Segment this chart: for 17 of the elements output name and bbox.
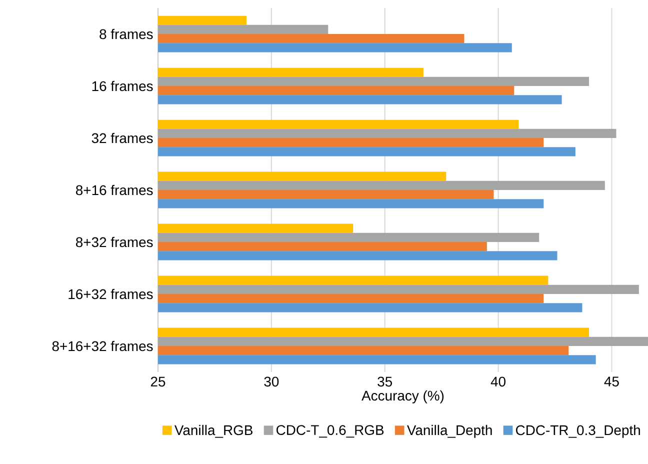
legend-label: Vanilla_RGB (174, 424, 252, 438)
y-tick-label: 16 frames (92, 80, 153, 92)
x-tick-label: 40 (490, 376, 506, 387)
x-tick-label: 25 (150, 376, 166, 387)
y-tick-label: 8 frames (100, 28, 153, 40)
y-tick-label: 8+16 frames (76, 184, 153, 196)
y-tick-label: 8+32 frames (76, 236, 153, 248)
legend-label: CDC-TR_0.3_Depth (516, 424, 640, 438)
x-tick-label: 45 (604, 376, 619, 386)
legend-label: Vanilla_Depth (406, 424, 492, 438)
x-tick-label: 35 (378, 376, 392, 387)
legend-label: CDC-T_0.6_RGB (276, 425, 384, 438)
y-tick-label: 8+16+32 frames (52, 340, 153, 352)
y-tick-label: 16+32 frames (68, 288, 153, 300)
x-axis-title: Accuracy (%) (362, 390, 444, 404)
x-tick-label: 30 (264, 376, 279, 387)
y-tick-label: 32 frames (92, 132, 153, 144)
